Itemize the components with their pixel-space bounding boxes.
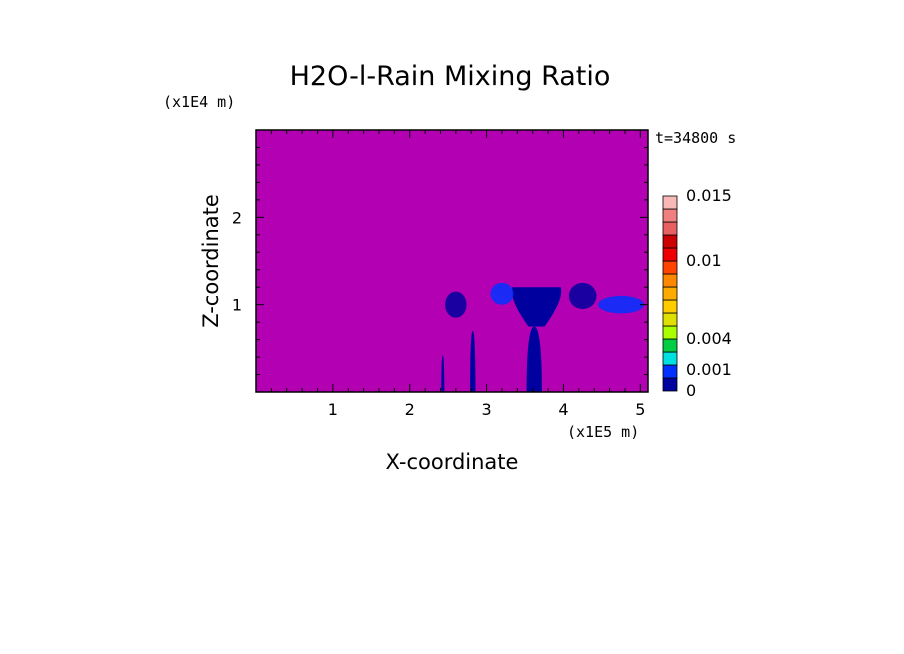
colorbar-swatch xyxy=(662,247,678,262)
y-tick-label: 2 xyxy=(232,208,242,227)
colorbar-label: 0.01 xyxy=(686,251,722,270)
y-axis-label: Z-coordinate xyxy=(199,194,223,328)
plot-frame xyxy=(255,129,649,393)
colorbar-label: 0.004 xyxy=(686,329,732,348)
colorbar-swatch xyxy=(662,221,678,236)
colorbar-label: 0.015 xyxy=(686,186,732,205)
x-multiplier: (x1E5 m) xyxy=(567,423,639,441)
colorbar-swatch xyxy=(662,325,678,340)
x-tick-label: 3 xyxy=(481,400,491,419)
rain-shaft xyxy=(526,326,542,392)
x-tick-label: 4 xyxy=(558,400,568,419)
colorbar-swatch xyxy=(662,299,678,314)
colorbar-swatch xyxy=(662,273,678,288)
colorbar-label: 0.001 xyxy=(686,360,732,379)
chart-title: H2O-l-Rain Mixing Ratio xyxy=(290,61,611,92)
x-tick-label: 1 xyxy=(328,400,338,419)
colorbar-swatch xyxy=(662,338,678,353)
x-axis-label: X-coordinate xyxy=(386,450,519,474)
y-tick-label: 1 xyxy=(232,296,242,315)
colorbar-swatch xyxy=(662,377,678,392)
colorbar-swatch xyxy=(662,312,678,327)
plot-background xyxy=(256,130,648,392)
rain-field xyxy=(441,282,645,392)
colorbar-swatch xyxy=(662,234,678,249)
colorbar-swatch xyxy=(662,286,678,301)
time-label: t=34800 s xyxy=(655,129,736,147)
rain-anvil xyxy=(511,287,562,327)
colorbar: 0 0.001 0.004 0.01 0.015 xyxy=(662,186,732,400)
rain-patch xyxy=(445,291,467,318)
plot-area xyxy=(255,129,649,393)
colorbar-swatch xyxy=(662,260,678,275)
axis-ticks xyxy=(256,130,648,392)
rain-patch xyxy=(490,282,514,305)
x-tick-label: 2 xyxy=(405,400,415,419)
colorbar-swatch xyxy=(662,195,678,210)
rain-patch xyxy=(568,282,597,310)
x-tick-label: 5 xyxy=(635,400,645,419)
rain-shaft xyxy=(470,330,476,392)
y-multiplier: (x1E4 m) xyxy=(163,93,235,111)
rain-patch xyxy=(598,295,645,314)
colorbar-swatch xyxy=(662,351,678,366)
colorbar-swatch xyxy=(662,364,678,379)
colorbar-swatch xyxy=(662,208,678,223)
rain-shaft xyxy=(441,355,445,392)
colorbar-label: 0 xyxy=(686,381,696,400)
